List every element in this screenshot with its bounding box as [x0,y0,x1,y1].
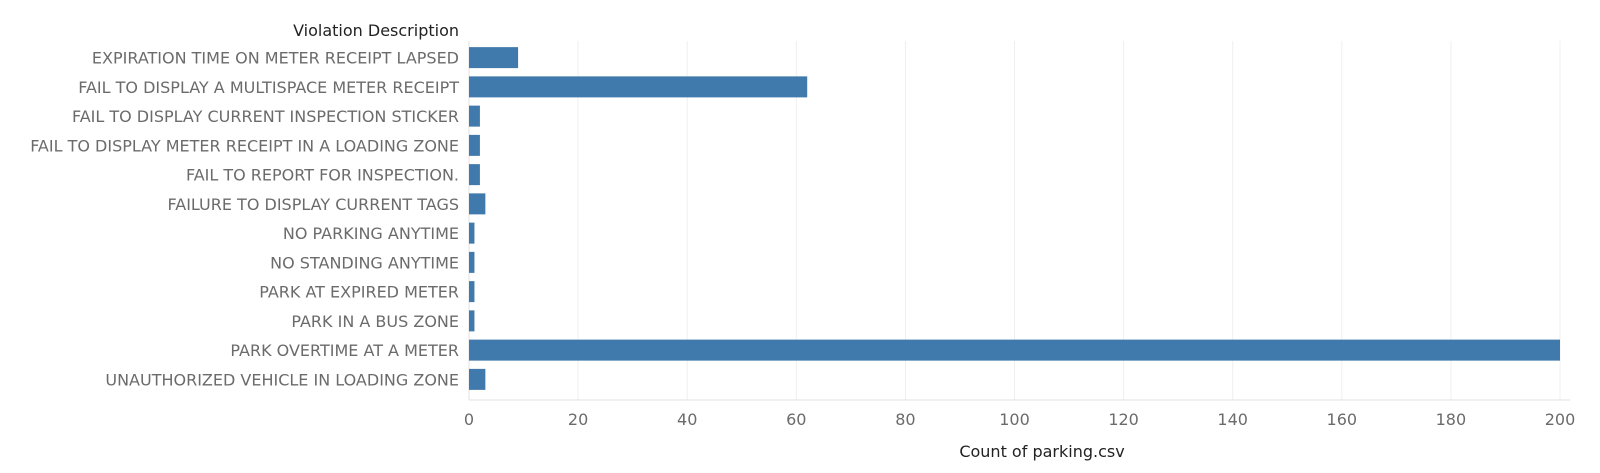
bar[interactable] [469,251,475,273]
category-label: NO PARKING ANYTIME [283,224,459,243]
bar[interactable] [469,164,480,186]
bar[interactable] [469,368,486,390]
category-labels: EXPIRATION TIME ON METER RECEIPT LAPSED F… [30,49,459,390]
bar[interactable] [469,193,486,215]
category-label: UNAUTHORIZED VEHICLE IN LOADING ZONE [105,370,459,389]
bar[interactable] [469,47,519,69]
category-label: NO STANDING ANYTIME [270,253,459,272]
bar[interactable] [469,310,475,332]
x-tick-label: 180 [1436,410,1467,429]
bar[interactable] [469,134,480,156]
bar[interactable] [469,281,475,303]
x-tick-label: 140 [1217,410,1248,429]
bars [469,47,1560,390]
category-label: FAIL TO REPORT FOR INSPECTION. [186,166,459,185]
x-tick-label: 120 [1108,410,1139,429]
bar[interactable] [469,222,475,244]
x-axis-title: Count of parking.csv [959,442,1124,461]
category-label: FAIL TO DISPLAY A MULTISPACE METER RECEI… [78,78,459,97]
category-label: PARK OVERTIME AT A METER [230,341,459,360]
x-axis-ticks: 0 20 40 60 80 100 120 140 160 180 200 [464,410,1575,429]
category-label: FAIL TO DISPLAY CURRENT INSPECTION STICK… [72,107,459,126]
category-label: FAILURE TO DISPLAY CURRENT TAGS [168,195,459,214]
x-tick-label: 0 [464,410,474,429]
x-tick-label: 80 [895,410,915,429]
category-label: PARK IN A BUS ZONE [291,312,459,331]
bar[interactable] [469,105,480,127]
row-header: Violation Description [293,21,459,40]
x-tick-label: 100 [999,410,1030,429]
category-label: FAIL TO DISPLAY METER RECEIPT IN A LOADI… [30,136,459,155]
bar[interactable] [469,339,1560,361]
bar[interactable] [469,76,808,98]
x-tick-label: 40 [677,410,697,429]
x-tick-label: 200 [1545,410,1576,429]
x-tick-label: 160 [1327,410,1358,429]
category-label: EXPIRATION TIME ON METER RECEIPT LAPSED [92,49,459,68]
category-label: PARK AT EXPIRED METER [259,283,459,302]
x-tick-label: 60 [786,410,806,429]
x-tick-label: 20 [568,410,588,429]
